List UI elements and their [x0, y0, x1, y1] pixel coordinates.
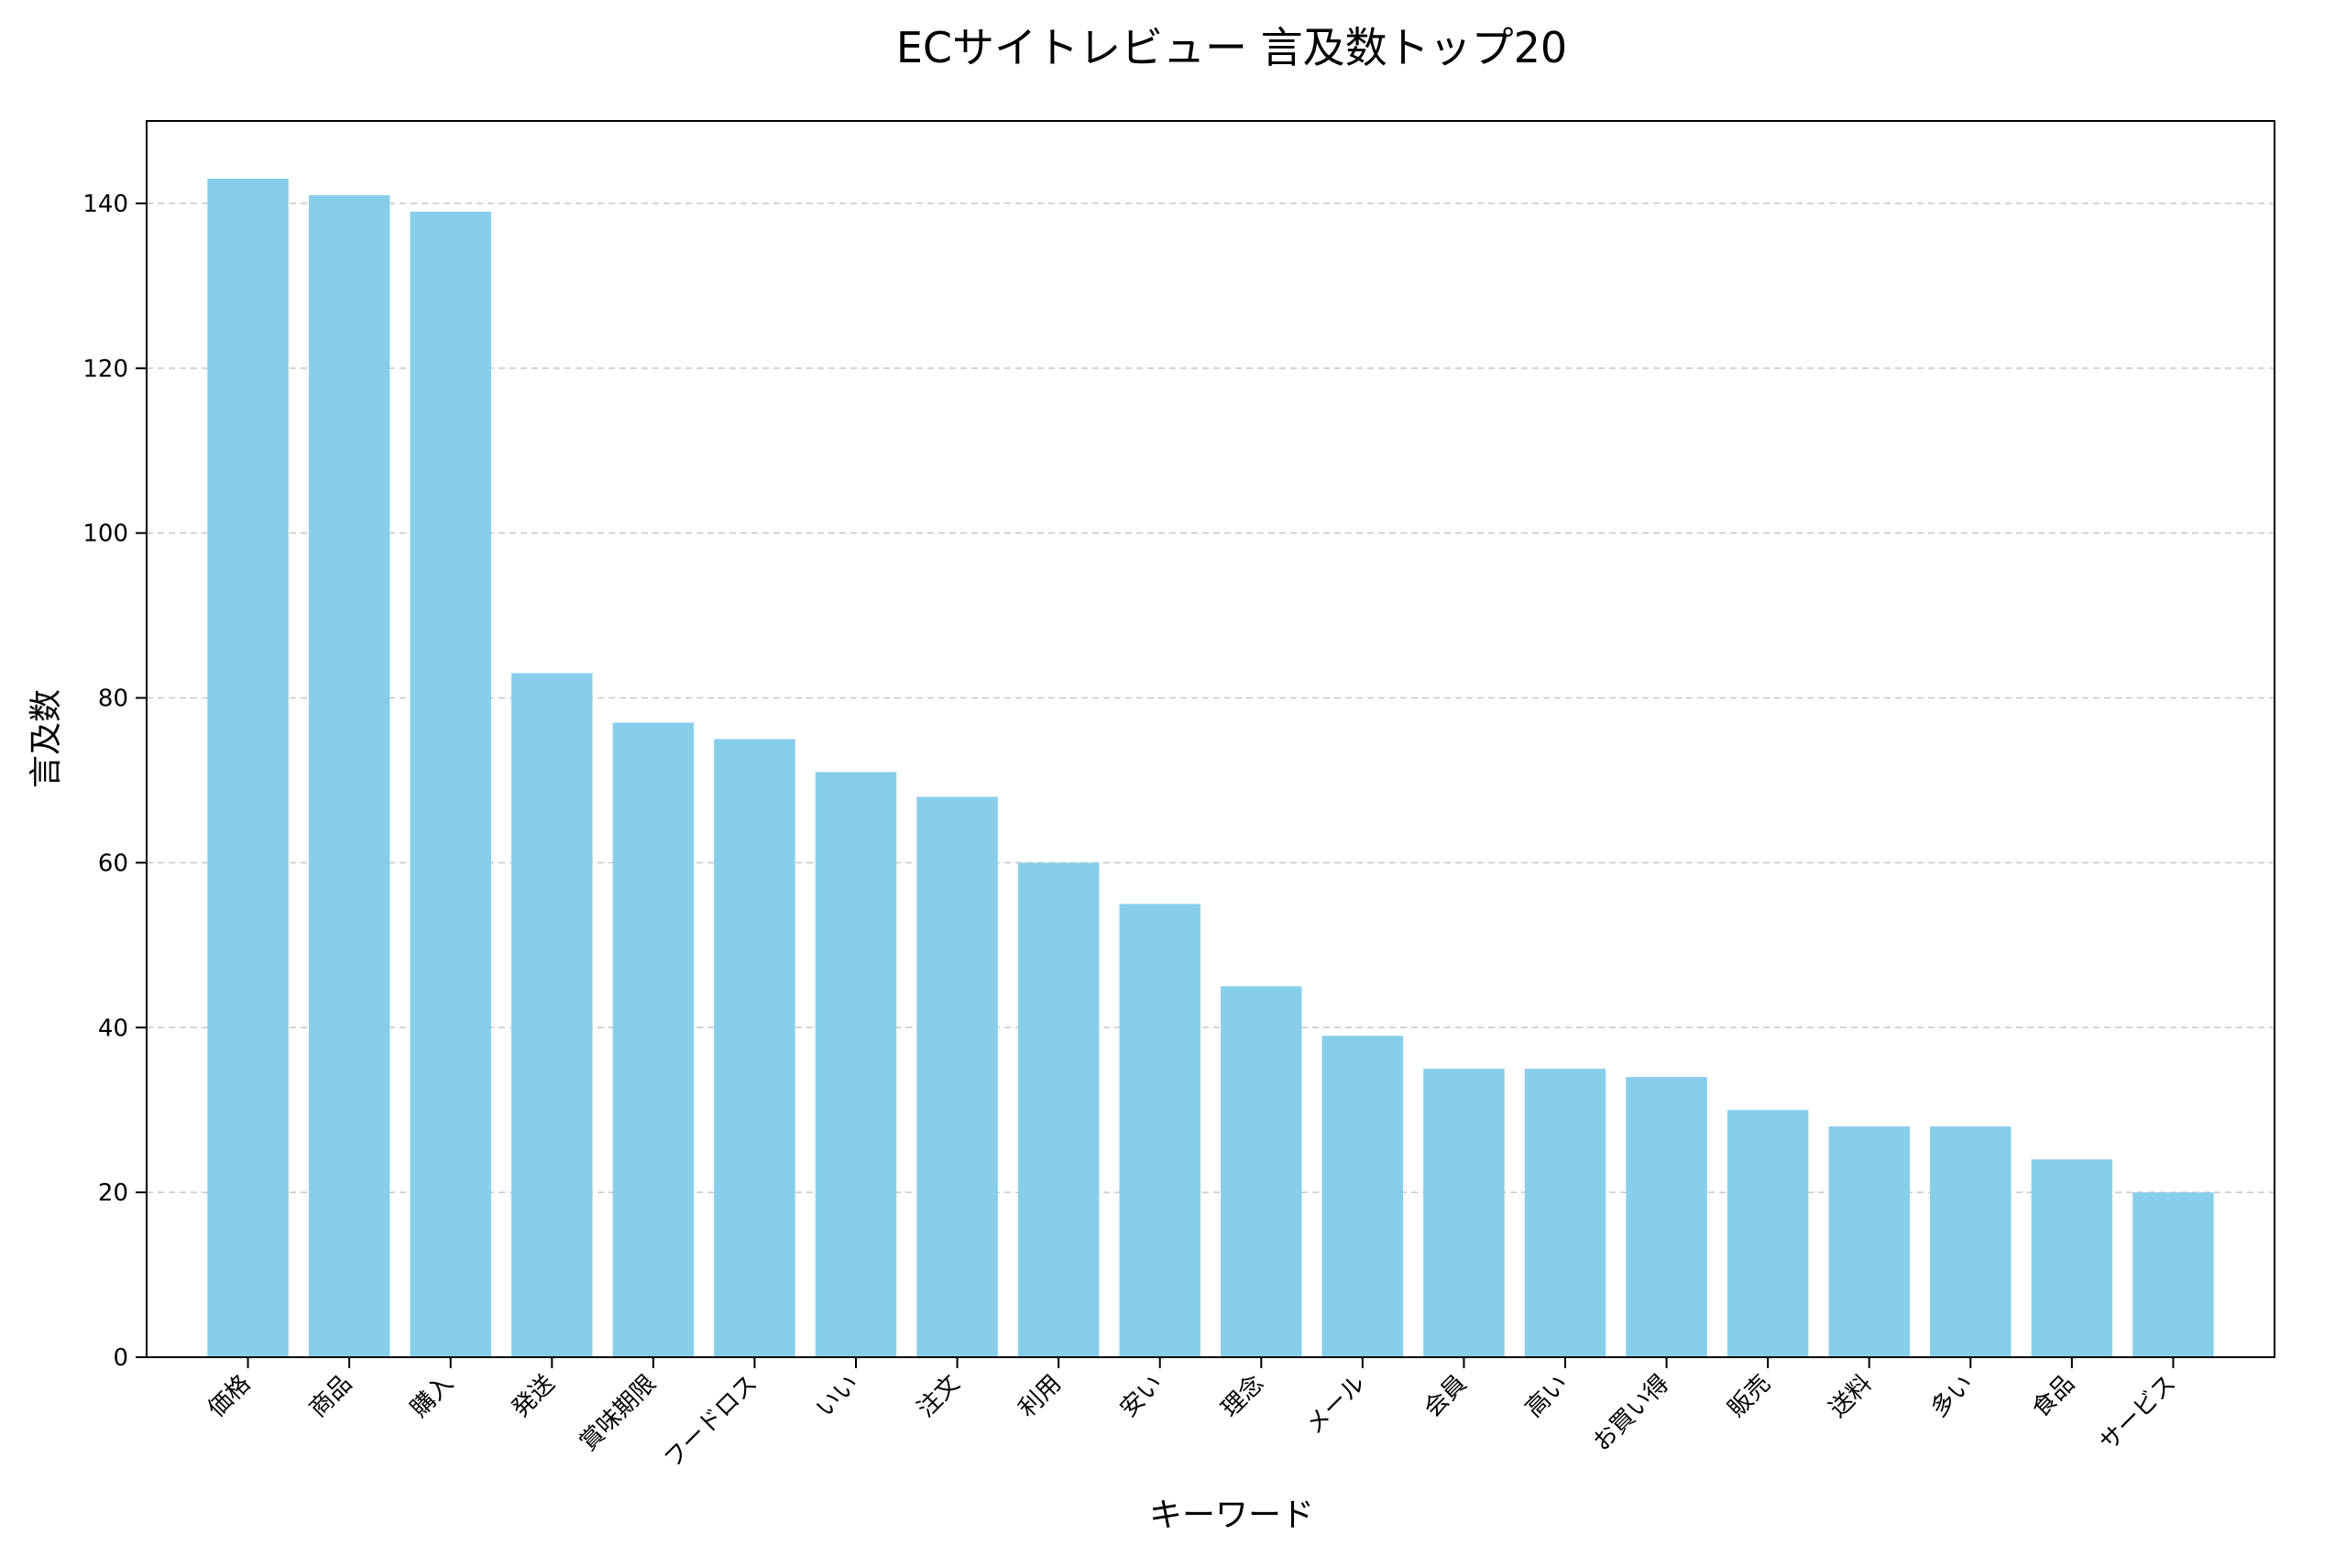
bar	[511, 673, 593, 1357]
y-tick-label: 20	[98, 1179, 128, 1207]
x-tick-label: お買い得	[1588, 1370, 1675, 1457]
x-tick-label: 利用	[1014, 1370, 1067, 1423]
bar	[1119, 904, 1200, 1357]
x-tick-label: 発送	[507, 1370, 560, 1423]
bar	[2031, 1159, 2113, 1357]
x-tick-label: 送料	[1825, 1370, 1878, 1423]
x-tick-label: いい	[811, 1370, 864, 1423]
bar	[1017, 862, 1100, 1357]
x-tick-label: 安い	[1115, 1370, 1168, 1423]
bar	[1930, 1126, 2012, 1357]
y-axis-label: 言及数	[27, 689, 65, 788]
x-tick-label: 多い	[1925, 1370, 1979, 1423]
x-axis-label: キーワード	[1149, 1497, 1314, 1534]
x-tick-label: 理念	[1216, 1370, 1269, 1423]
x-tick-label: 商品	[304, 1370, 357, 1423]
y-tick-label: 120	[82, 356, 128, 383]
grid-lines	[147, 203, 2275, 1193]
bar	[410, 211, 491, 1358]
x-tick-label: メール	[1300, 1370, 1370, 1440]
bar	[308, 194, 390, 1358]
bar	[207, 178, 289, 1357]
y-tick-label: 0	[113, 1344, 128, 1372]
bar	[612, 722, 695, 1357]
bar	[1221, 986, 1302, 1357]
bar	[1727, 1110, 1809, 1357]
y-axis-ticks: 0 20 40 60 80 100 120 140	[82, 191, 147, 1372]
x-tick-label: 購入	[406, 1370, 459, 1423]
x-tick-label: フードロス	[659, 1370, 762, 1474]
x-tick-label: 価格	[203, 1370, 257, 1423]
x-tick-label: サービス	[2095, 1370, 2182, 1457]
y-tick-label: 40	[98, 1014, 128, 1042]
bar	[714, 739, 795, 1357]
bar	[2132, 1192, 2214, 1357]
x-tick-label: 注文	[913, 1370, 966, 1423]
x-tick-label: 食品	[2027, 1370, 2080, 1423]
bar	[1524, 1069, 1606, 1357]
bar	[1321, 1036, 1404, 1357]
bar	[1423, 1069, 1505, 1357]
y-tick-label: 100	[82, 521, 128, 548]
x-tick-label: 販売	[1723, 1370, 1776, 1423]
bar	[815, 772, 897, 1357]
x-tick-label: 賞味期限	[575, 1370, 662, 1457]
chart-title: ECサイトレビュー 言及数トップ20	[896, 23, 1567, 72]
bars	[207, 178, 2214, 1358]
y-tick-label: 60	[98, 850, 128, 877]
bar	[916, 796, 998, 1357]
bar	[1828, 1126, 1910, 1357]
y-tick-label: 80	[98, 685, 128, 713]
bar	[1626, 1077, 1707, 1357]
x-tick-label: 会員	[1419, 1370, 1472, 1423]
y-tick-label: 140	[82, 191, 128, 218]
x-tick-label: 高い	[1520, 1370, 1573, 1423]
plot-frame	[146, 120, 2275, 1358]
